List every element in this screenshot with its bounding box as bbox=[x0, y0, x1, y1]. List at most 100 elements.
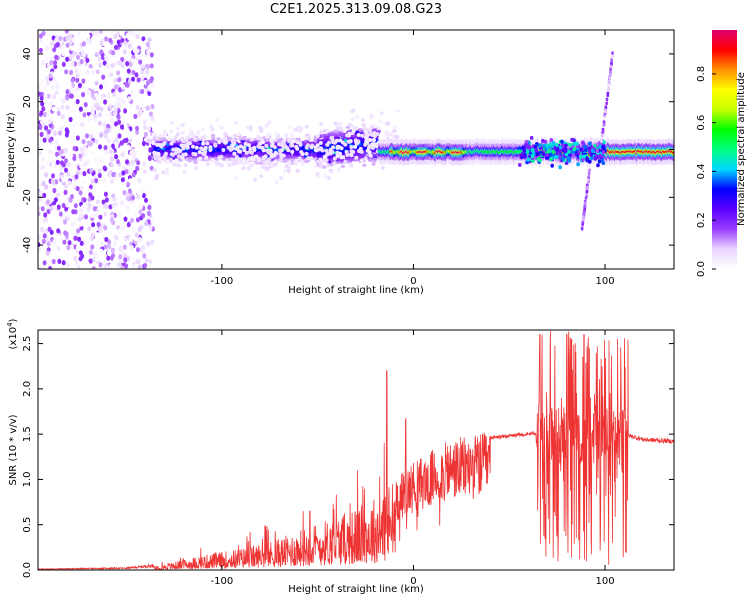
spectrogram-cell bbox=[111, 172, 116, 178]
spectrogram-cell bbox=[97, 168, 102, 174]
spectrogram-cell bbox=[56, 145, 61, 151]
spectrogram-cell bbox=[94, 80, 99, 86]
spectrogram-cell bbox=[54, 90, 59, 96]
spectrogram-cell bbox=[135, 104, 140, 110]
spectrogram-cell bbox=[257, 145, 262, 150]
spectrogram-cell bbox=[46, 93, 51, 99]
spectrogram-cell bbox=[135, 217, 140, 223]
spectrogram-cell bbox=[149, 111, 153, 117]
spectrogram-cell bbox=[167, 136, 172, 141]
spectrogram-cell bbox=[140, 69, 145, 75]
spectrogram-cell bbox=[354, 130, 359, 134]
spectrogram-cell bbox=[46, 112, 51, 118]
spectrogram-cell bbox=[43, 86, 47, 92]
spectrogram-cell bbox=[220, 138, 225, 143]
spectrogram-cell bbox=[249, 137, 254, 142]
spectrogram-cell bbox=[51, 162, 55, 168]
spectrogram-cell bbox=[74, 264, 79, 269]
spectrogram-cell bbox=[60, 114, 65, 120]
spectrogram-cell bbox=[261, 156, 266, 161]
spectrogram-cell bbox=[117, 212, 122, 218]
spectrogram-cell bbox=[219, 125, 224, 130]
spectrogram-cell bbox=[56, 192, 61, 198]
spectrogram-cell bbox=[392, 129, 397, 134]
spectrogram-cell bbox=[379, 111, 384, 116]
spectrogram-cell bbox=[151, 141, 156, 146]
spectrogram-cell bbox=[41, 180, 46, 186]
spectrogram-cell bbox=[105, 127, 110, 133]
spectrogram-cell bbox=[91, 266, 96, 269]
spectrogram-cell bbox=[116, 70, 121, 76]
spectrogram-cell bbox=[92, 251, 97, 257]
spectrogram-cell bbox=[94, 52, 99, 58]
spectrogram-cell bbox=[138, 190, 143, 196]
spectrogram-cell bbox=[150, 218, 155, 224]
spectrogram-cell bbox=[48, 184, 53, 190]
spectrogram-cell bbox=[266, 157, 271, 162]
spectrogram-cell bbox=[113, 234, 118, 240]
spectrogram-cell bbox=[103, 132, 108, 138]
spectrogram-cell bbox=[95, 254, 100, 260]
spectrogram-cell bbox=[95, 102, 100, 108]
spectrogram-cell bbox=[38, 211, 41, 217]
spectrogram-cell bbox=[38, 234, 41, 240]
spectrogram-cell bbox=[95, 69, 100, 75]
spectrogram-cell bbox=[233, 176, 238, 181]
spectrogram-cell bbox=[211, 136, 216, 140]
spectrogram-cell bbox=[61, 202, 66, 209]
spectrogram-cell bbox=[105, 63, 110, 69]
spectrogram-cell bbox=[43, 93, 48, 99]
spectrogram-cell bbox=[117, 172, 122, 178]
spectrogram-cell bbox=[355, 115, 359, 119]
spectrogram-cell bbox=[137, 236, 142, 243]
spectrogram-cell bbox=[64, 231, 69, 237]
spectrogram-cell bbox=[83, 149, 88, 155]
spectrogram-cell bbox=[141, 106, 146, 112]
spectrogram-cell bbox=[367, 150, 372, 155]
spectrogram-cell bbox=[79, 58, 84, 65]
spectrogram-cell bbox=[44, 228, 49, 234]
spectrogram-cell bbox=[43, 112, 47, 118]
spectrogram-cell bbox=[166, 159, 170, 164]
spectrogram-cell bbox=[137, 178, 142, 184]
spectrogram-cell bbox=[134, 187, 139, 194]
spectrogram-cell bbox=[187, 141, 192, 146]
spectrogram-cell bbox=[113, 34, 118, 40]
spectrogram-cell bbox=[306, 159, 311, 163]
spectrogram-cell bbox=[128, 61, 133, 68]
spectrogram-cell bbox=[158, 133, 163, 138]
spectrogram-cell bbox=[66, 254, 70, 260]
spectrogram-cell bbox=[347, 139, 352, 144]
spectrogram-cell bbox=[189, 138, 195, 142]
spectrogram-cell bbox=[115, 137, 119, 143]
spectrogram-cell bbox=[191, 144, 195, 149]
spectrogram-cell bbox=[234, 161, 239, 165]
spectrogram-cell bbox=[120, 152, 125, 158]
spectrogram-cell bbox=[41, 106, 46, 112]
spectrogram-cell bbox=[147, 37, 152, 43]
spectrogram-cell bbox=[112, 241, 117, 247]
spectrogram-cell bbox=[72, 50, 77, 56]
spectrogram-cell bbox=[65, 129, 70, 135]
spectrogram-cell bbox=[85, 239, 90, 246]
spectrogram-cell bbox=[231, 142, 236, 147]
spectrogram-cell bbox=[171, 139, 176, 143]
spectrogram-cell bbox=[75, 99, 80, 105]
spectrogram-cell bbox=[98, 62, 103, 68]
spectrogram-cell bbox=[148, 258, 153, 264]
spectrogram-cell bbox=[98, 144, 102, 150]
spectrogram-cell bbox=[79, 225, 84, 231]
spectrogram-cell bbox=[185, 145, 190, 150]
spectrogram-cell bbox=[112, 100, 117, 106]
spectrogram-cell bbox=[52, 130, 57, 136]
spectrogram-cell bbox=[274, 161, 278, 166]
spectrogram-cell bbox=[84, 70, 89, 76]
spectrogram-cell bbox=[117, 77, 122, 83]
spectrogram-cell bbox=[169, 129, 174, 134]
spectrogram-cell bbox=[57, 258, 62, 264]
spectrogram-cell bbox=[78, 212, 82, 218]
spectrogram-cell bbox=[349, 153, 354, 158]
spectrogram-cell bbox=[56, 110, 61, 116]
spectrogram-cell bbox=[85, 133, 89, 139]
spectrogram-cell bbox=[125, 128, 130, 134]
